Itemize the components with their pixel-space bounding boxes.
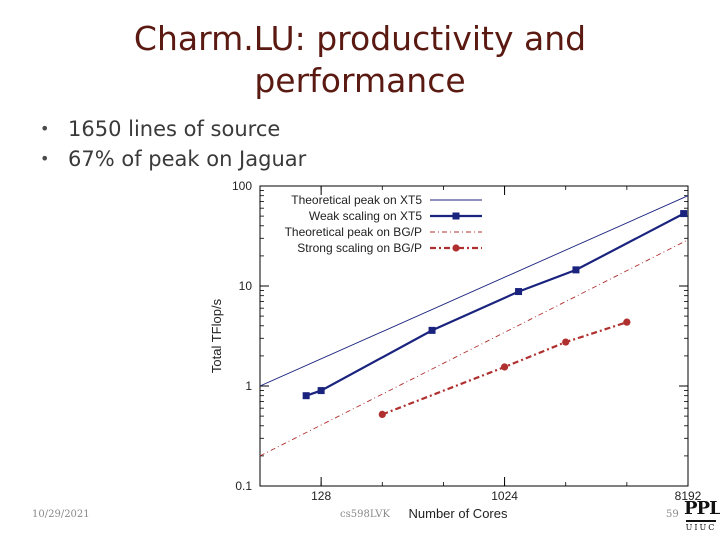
y-tick-label: 0.1 xyxy=(235,479,252,493)
data-point-square xyxy=(302,392,310,400)
x-tick-label: 1024 xyxy=(491,489,518,503)
legend-label: Theoretical peak on BG/P xyxy=(285,225,422,239)
bullet-text: 67% of peak on Jaguar xyxy=(68,147,307,171)
legend-marker-circle xyxy=(452,244,460,252)
legend-marker-square xyxy=(452,212,460,220)
data-point-circle xyxy=(623,318,631,326)
logo-divider xyxy=(686,520,716,522)
bullet-icon: • xyxy=(40,119,50,138)
series-line-2 xyxy=(259,239,689,457)
data-point-circle xyxy=(500,363,509,371)
ppl-logo: PPL UIUC xyxy=(684,498,720,537)
y-tick-label: 10 xyxy=(239,279,253,293)
data-point-square xyxy=(428,326,436,334)
slide-title-line-2: performance xyxy=(254,61,466,100)
y-tick-label: 100 xyxy=(232,179,252,193)
series-line-3 xyxy=(381,321,628,416)
bullet-icon: • xyxy=(40,149,50,168)
data-point-circle xyxy=(378,410,386,418)
legend-label: Strong scaling on BG/P xyxy=(297,241,422,255)
slide-title: Charm.LU: productivity and performance xyxy=(0,18,720,102)
data-point-square xyxy=(572,266,580,274)
y-tick-label: 1 xyxy=(245,379,252,393)
data-point-circle xyxy=(562,338,570,346)
x-axis-label: Number of Cores xyxy=(409,506,508,521)
bullet-list: • 1650 lines of source • 67% of peak on Ja… xyxy=(40,114,306,174)
data-point-square xyxy=(515,288,523,296)
y-axis-label: Total TFlop/s xyxy=(209,298,224,373)
legend-label: Theoretical peak on XT5 xyxy=(291,193,422,207)
logo-subtext: UIUC xyxy=(685,523,717,532)
bullet-text: 1650 lines of source xyxy=(68,117,281,141)
bullet-item: • 1650 lines of source xyxy=(40,114,306,144)
footer-course: cs598LVK xyxy=(340,509,390,520)
footer-date: 10/29/2021 xyxy=(32,509,90,520)
x-tick-label: 8192 xyxy=(675,489,702,503)
bullet-item: • 67% of peak on Jaguar xyxy=(40,144,306,174)
plot-frame xyxy=(259,185,689,487)
data-point-square xyxy=(317,387,325,395)
data-point-square xyxy=(680,210,688,218)
slide-title-line-1: Charm.LU: productivity and xyxy=(133,19,587,58)
page-number: 59 xyxy=(666,509,679,520)
series-line-0 xyxy=(259,195,689,387)
legend-label: Weak scaling on XT5 xyxy=(309,209,422,223)
logo-text: PPL xyxy=(684,498,720,519)
x-tick-label: 128 xyxy=(311,489,331,503)
